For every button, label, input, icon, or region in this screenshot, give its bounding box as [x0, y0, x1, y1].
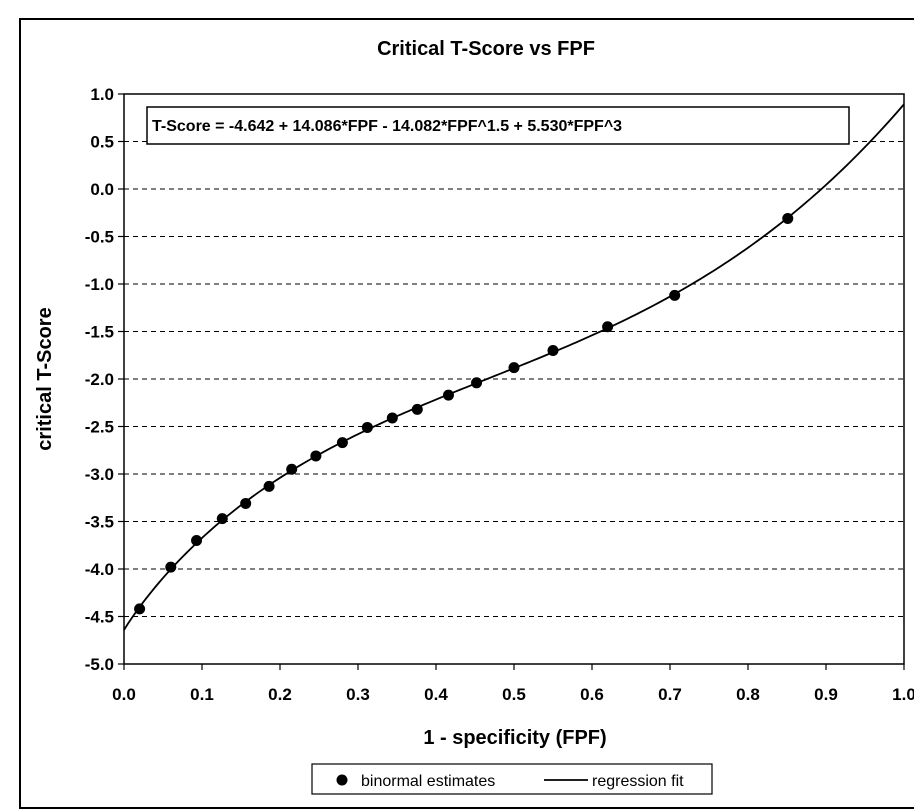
data-point — [310, 450, 322, 462]
y-tick-label: -2.0 — [85, 370, 114, 389]
data-point — [336, 437, 348, 449]
data-point — [165, 561, 177, 573]
y-tick-label: -3.5 — [85, 513, 114, 532]
legend-label-points: binormal estimates — [361, 773, 495, 790]
x-axis-ticks: 0.0 0.1 0.2 0.3 0.4 0.5 0.6 0.7 0.8 0.9 1.0 — [112, 664, 914, 704]
data-point — [411, 403, 423, 415]
x-tick-label: 0.9 — [814, 685, 838, 704]
data-point — [286, 463, 298, 475]
y-tick-label: -1.0 — [85, 275, 114, 294]
x-tick-label: 0.4 — [424, 685, 448, 704]
x-tick-label: 0.8 — [736, 685, 760, 704]
y-tick-label: -5.0 — [85, 655, 114, 674]
data-point — [216, 513, 228, 525]
x-tick-label: 0.2 — [268, 685, 292, 704]
data-point — [669, 289, 681, 301]
y-tick-label: -2.5 — [85, 418, 114, 437]
x-tick-label: 1.0 — [892, 685, 914, 704]
y-axis-title: critical T-Score — [34, 307, 56, 450]
y-tick-label: 0.0 — [90, 180, 114, 199]
y-tick-label: -1.5 — [85, 323, 114, 342]
equation-box-border — [146, 106, 850, 145]
data-point — [782, 212, 794, 224]
grid-lines — [124, 141, 904, 617]
x-tick-label: 0.3 — [346, 685, 370, 704]
binormal-points — [134, 212, 794, 615]
y-tick-label: 0.5 — [90, 133, 114, 152]
chart-title: Critical T-Score vs FPF — [377, 38, 595, 60]
data-point — [134, 603, 146, 615]
data-point — [361, 421, 373, 433]
x-tick-label: 0.0 — [112, 685, 136, 704]
x-tick-label: 0.7 — [658, 685, 682, 704]
data-point — [508, 362, 520, 374]
data-point — [442, 389, 454, 401]
y-tick-label: -0.5 — [85, 228, 114, 247]
data-point — [471, 377, 483, 389]
y-tick-label: -3.0 — [85, 465, 114, 484]
y-tick-label: 1.0 — [90, 85, 114, 104]
data-point — [386, 412, 398, 424]
data-point — [602, 321, 614, 333]
data-point — [263, 480, 275, 492]
x-axis-title: 1 - specificity (FPF) — [423, 727, 606, 749]
data-point — [191, 535, 203, 546]
y-axis-ticks: 1.0 0.5 0.0 -0.5 -1.0 -1.5 -2.0 -2.5 -3.0 -3.5 -4.… — [85, 85, 124, 674]
x-tick-label: 0.6 — [580, 685, 604, 704]
x-tick-label: 0.1 — [190, 685, 214, 704]
x-tick-label: 0.5 — [502, 685, 526, 704]
y-tick-label: -4.5 — [85, 608, 114, 627]
legend-box — [311, 763, 713, 795]
data-point — [240, 497, 252, 509]
data-point — [547, 345, 559, 356]
chart-frame — [19, 18, 914, 809]
legend: binormal estimates regression fit — [311, 763, 713, 795]
legend-label-line: regression fit — [592, 773, 684, 790]
y-tick-label: -4.0 — [85, 560, 114, 579]
legend-point-marker — [336, 774, 348, 786]
equation-text: T-Score = -4.642 + 14.086*FPF - 14.082*F… — [152, 118, 622, 135]
equation-box: T-Score = -4.642 + 14.086*FPF - 14.082*F… — [146, 106, 850, 145]
